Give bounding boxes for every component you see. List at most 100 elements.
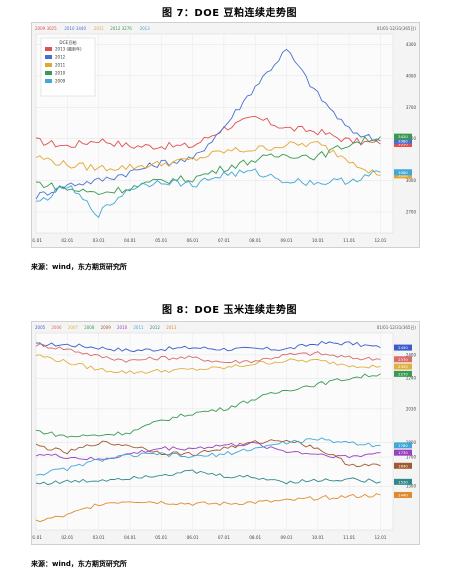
- x-tick-label: 11.01: [343, 238, 355, 243]
- x-tick-label: 02.01: [61, 238, 73, 243]
- x-tick-label: 12.01: [374, 238, 386, 243]
- end-value-tag: [394, 442, 412, 449]
- x-tick-label: 08.01: [249, 238, 261, 243]
- legend-entry: 2012: [55, 55, 66, 60]
- header-label: 2013: [140, 26, 151, 31]
- end-value-tag: [394, 462, 412, 469]
- end-value-tag: [394, 133, 412, 140]
- end-value-tag: [394, 140, 412, 147]
- end-value-label: 3380: [398, 138, 408, 143]
- y-tick-label: 3700: [406, 105, 417, 110]
- figure-7-title: 图 7：DOE 豆粕连续走势图: [161, 8, 298, 19]
- series-line-2013: [35, 115, 381, 151]
- series-line-2007: [35, 437, 381, 476]
- end-value-label: 2370: [398, 357, 408, 362]
- legend-swatch: [45, 63, 52, 67]
- end-value-tag: [394, 169, 412, 176]
- figure-7-source: 来源：wind，东方期货研究所: [31, 263, 127, 271]
- plot-area: [35, 332, 394, 531]
- header-label: 2012: [150, 325, 161, 330]
- soymeal-line-chart: 2009 3025 2010 3440 2011 2012 3276 2013 01/01…: [30, 26, 417, 243]
- x-tick-label: 01.01: [32, 238, 42, 243]
- y-tick-label: 2400: [406, 352, 417, 357]
- x-tick-label: 01.01: [32, 535, 42, 540]
- x-tick-label: 10.01: [312, 238, 324, 243]
- header-label: 2009 3025: [35, 26, 57, 31]
- legend-swatch: [45, 79, 52, 83]
- end-value-tag: [394, 137, 412, 144]
- x-tick-label: 03.01: [93, 535, 105, 540]
- x-tick-label: 05.01: [155, 535, 167, 540]
- y-tick-label: 2030: [406, 406, 417, 411]
- header-label: 2005: [35, 325, 46, 330]
- header-label: 2012 3276: [110, 26, 132, 31]
- x-tick-label: 06.01: [187, 535, 199, 540]
- end-value-label: 2320: [398, 364, 408, 369]
- x-tick-label: 07.01: [218, 238, 230, 243]
- end-value-label: 2450: [398, 345, 408, 350]
- header-label: 2010 3440: [64, 26, 86, 31]
- y-tick-label: 4300: [406, 42, 417, 47]
- x-tick-label: 09.01: [281, 238, 293, 243]
- header-label: 2008: [84, 325, 95, 330]
- x-tick-label: 12.01: [374, 535, 386, 540]
- y-tick-label: 4000: [406, 73, 417, 78]
- end-value-label: 3350: [398, 141, 408, 146]
- legend-entry: 2010: [55, 71, 66, 76]
- header-label: 2011: [133, 325, 144, 330]
- x-tick-label: 06.01: [187, 238, 199, 243]
- end-value-tag: [394, 491, 412, 498]
- legend-swatch: [45, 55, 52, 59]
- date-range-label: 01/01-12/31(365日): [377, 325, 417, 330]
- legend-swatch: [45, 71, 52, 75]
- series-line-2010: [35, 136, 381, 195]
- y-tick-label: 1700: [406, 455, 417, 460]
- legend-entry: 2013 (最新年): [55, 46, 82, 52]
- x-tick-label: 09.01: [281, 535, 293, 540]
- header-label: 2007: [68, 325, 79, 330]
- end-value-label: 3080: [398, 170, 408, 175]
- header-label: 2009: [101, 325, 112, 330]
- x-tick-label: 10.01: [312, 535, 324, 540]
- end-value-label: 2270: [398, 371, 408, 376]
- date-range-label: 01/01-12/31(365日): [377, 26, 417, 31]
- series-line-2005: [35, 493, 381, 523]
- x-tick-label: 03.01: [93, 238, 105, 243]
- x-tick-label: 08.01: [249, 535, 261, 540]
- x-tick-label: 04.01: [124, 535, 136, 540]
- end-value-label: 3050: [398, 173, 408, 178]
- series-line-2012: [35, 48, 381, 200]
- series-line-2012: [35, 343, 381, 364]
- end-value-label: 1530: [398, 479, 408, 484]
- end-value-tag: [394, 478, 412, 485]
- series-line-2009: [35, 168, 381, 219]
- series-line-2008: [35, 441, 381, 461]
- series-line-2006: [35, 469, 381, 486]
- y-tick-label: 3000: [406, 178, 417, 183]
- x-tick-label: 02.01: [61, 535, 73, 540]
- legend-entry: 2011: [55, 63, 66, 68]
- series-line-2013: [35, 340, 381, 353]
- legend-swatch: [45, 47, 52, 51]
- corn-line-chart: 2005 2006 2007 2008 2009 2010 2011 2012 2013 01/0…: [30, 325, 417, 540]
- end-value-label: 1640: [398, 463, 408, 468]
- header-label: 2011: [94, 26, 105, 31]
- header-label: 2013: [166, 325, 177, 330]
- y-tick-label: 2700: [406, 210, 417, 215]
- end-value-label: 1780: [398, 443, 408, 448]
- end-value-tag: [394, 363, 412, 370]
- y-tick-label: 2240: [406, 376, 417, 381]
- end-value-label: 1730: [398, 450, 408, 455]
- end-value-label: 3420: [398, 134, 408, 139]
- end-value-tag: [394, 356, 412, 363]
- figure-8-source: 来源：wind，东方期货研究所: [31, 560, 127, 568]
- series-line-2011: [35, 354, 381, 374]
- series-line-2010: [35, 373, 381, 438]
- chart-corn: 2005 2006 2007 2008 2009 2010 2011 2012 2013 01/0…: [30, 321, 420, 545]
- header-label: 2006: [51, 325, 62, 330]
- chart-soymeal: 2009 3025 2010 3440 2011 2012 3276 2013 01/01…: [30, 22, 420, 248]
- series-line-2009: [35, 439, 381, 468]
- legend-title: DCE豆粕: [59, 39, 76, 46]
- series-line-2011: [35, 141, 381, 176]
- end-value-tag: [394, 370, 412, 377]
